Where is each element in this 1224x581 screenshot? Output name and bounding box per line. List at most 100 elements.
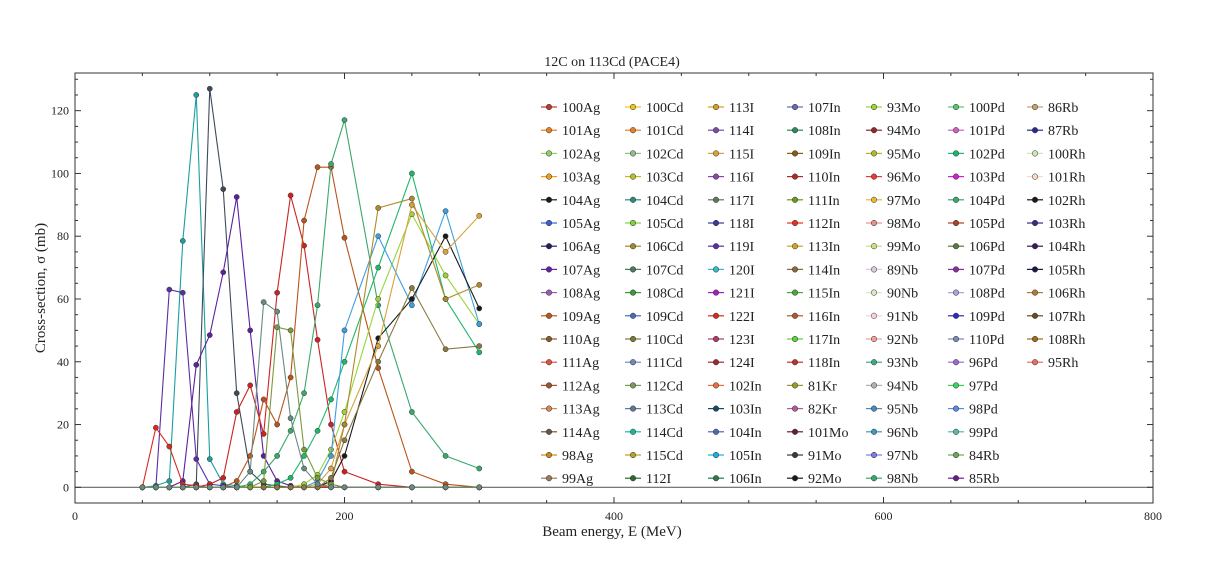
legend-label: 97Nb bbox=[887, 449, 918, 464]
legend-label: 104In bbox=[729, 426, 762, 441]
legend-item-104Pd: 104Pd bbox=[948, 194, 1005, 209]
legend-swatch-marker bbox=[712, 335, 720, 343]
legend-label: 94Mo bbox=[887, 124, 920, 139]
legend-item-115Cd: 115Cd bbox=[625, 449, 683, 464]
legend-label: 112Ag bbox=[562, 379, 600, 394]
legend-swatch-marker bbox=[1031, 312, 1039, 319]
legend-swatch-marker bbox=[629, 150, 637, 157]
legend-label: 116I bbox=[729, 171, 754, 186]
legend-swatch-marker bbox=[712, 196, 720, 203]
legend-label: 108Pd bbox=[969, 287, 1005, 302]
legend-label: 104Ag bbox=[562, 194, 600, 209]
legend-label: 108Cd bbox=[646, 287, 683, 302]
legend-swatch-marker bbox=[712, 243, 720, 250]
data-point bbox=[476, 343, 483, 349]
legend-swatch-marker bbox=[545, 196, 553, 203]
legend-swatch-marker bbox=[870, 335, 878, 343]
legend-swatch-marker bbox=[791, 150, 799, 157]
legend-swatch-marker bbox=[545, 243, 553, 250]
legend-swatch-marker bbox=[791, 196, 799, 203]
data-point bbox=[341, 327, 348, 334]
data-point bbox=[287, 475, 294, 481]
legend-swatch-marker bbox=[952, 243, 960, 250]
data-point bbox=[233, 484, 240, 491]
legend-label: 106Pd bbox=[969, 240, 1005, 255]
legend-swatch-marker bbox=[1031, 243, 1039, 250]
data-point bbox=[341, 234, 348, 241]
legend-label: 115In bbox=[808, 287, 840, 302]
chart-title: 12C on 113Cd (PACE4) bbox=[544, 55, 680, 70]
legend-swatch-marker bbox=[952, 173, 960, 180]
legend-item-101Ag: 101Ag bbox=[541, 124, 600, 139]
data-point bbox=[409, 296, 415, 302]
legend-label: 114Cd bbox=[646, 426, 683, 441]
legend-swatch-marker bbox=[952, 428, 960, 435]
data-point bbox=[409, 409, 415, 415]
data-point bbox=[287, 374, 294, 381]
legend-label: 98Mo bbox=[887, 217, 920, 232]
legend-label: 105Cd bbox=[646, 217, 683, 232]
legend-label: 92Mo bbox=[808, 472, 841, 487]
legend-swatch-marker bbox=[952, 359, 960, 366]
legend-swatch-marker bbox=[870, 243, 878, 250]
legend-item-106In: 106In bbox=[708, 472, 762, 487]
data-point bbox=[341, 437, 348, 444]
data-point bbox=[375, 343, 382, 349]
legend-label: 100Ag bbox=[562, 101, 600, 116]
data-point bbox=[328, 453, 334, 459]
data-point bbox=[328, 465, 334, 472]
legend-label: 97Pd bbox=[969, 379, 998, 394]
legend-swatch-marker bbox=[629, 335, 637, 343]
legend-item-117I: 117I bbox=[708, 194, 754, 209]
legend-item-93Mo: 93Mo bbox=[866, 101, 920, 116]
legend-item-115I: 115I bbox=[708, 147, 754, 162]
data-point bbox=[476, 305, 483, 312]
legend-label: 110Cd bbox=[646, 333, 683, 348]
legend-swatch-marker bbox=[791, 266, 799, 273]
data-point bbox=[260, 431, 267, 437]
data-point bbox=[287, 415, 294, 422]
legend-item-107Cd: 107Cd bbox=[625, 263, 683, 278]
legend-item-114Cd: 114Cd bbox=[625, 426, 683, 441]
legend-swatch-marker bbox=[1031, 219, 1039, 227]
legend-label: 91Nb bbox=[887, 310, 918, 325]
legend-item-113In: 113In bbox=[787, 240, 840, 255]
legend-swatch-marker bbox=[1031, 266, 1039, 273]
legend-item-104Rh: 104Rh bbox=[1027, 240, 1085, 255]
legend-label: 103Pd bbox=[969, 171, 1005, 186]
legend-swatch-marker bbox=[791, 451, 799, 459]
data-point bbox=[314, 427, 321, 434]
data-point bbox=[233, 478, 240, 484]
legend-item-123I: 123I bbox=[708, 333, 755, 348]
legend-label: 110Ag bbox=[562, 333, 600, 348]
data-point bbox=[328, 421, 334, 428]
legend-item-95Mo: 95Mo bbox=[866, 147, 920, 162]
data-point bbox=[409, 302, 415, 309]
data-point bbox=[442, 346, 449, 353]
data-point bbox=[233, 194, 240, 200]
data-point bbox=[341, 484, 348, 491]
legend-swatch-marker bbox=[545, 219, 553, 227]
data-point bbox=[247, 468, 254, 475]
legend-item-96Mo: 96Mo bbox=[866, 171, 920, 186]
legend-swatch-marker bbox=[545, 266, 553, 273]
legend-item-112I: 112I bbox=[625, 472, 671, 487]
legend-label: 116In bbox=[808, 310, 840, 325]
data-point bbox=[314, 475, 321, 481]
data-point bbox=[301, 484, 307, 491]
data-point bbox=[328, 396, 334, 403]
legend-swatch-marker bbox=[545, 359, 553, 366]
data-point bbox=[287, 427, 294, 434]
legend-label: 93Nb bbox=[887, 356, 918, 371]
data-point bbox=[409, 195, 415, 202]
legend-label: 117In bbox=[808, 333, 840, 348]
legend-label: 114In bbox=[808, 263, 840, 278]
legend-label: 108In bbox=[808, 124, 841, 139]
legend-swatch-marker bbox=[791, 173, 799, 180]
legend-label: 102In bbox=[729, 379, 762, 394]
data-point bbox=[260, 484, 267, 491]
legend-swatch-marker bbox=[952, 150, 960, 157]
legend-item-110Cd: 110Cd bbox=[625, 333, 683, 348]
legend-label: 118In bbox=[808, 356, 840, 371]
